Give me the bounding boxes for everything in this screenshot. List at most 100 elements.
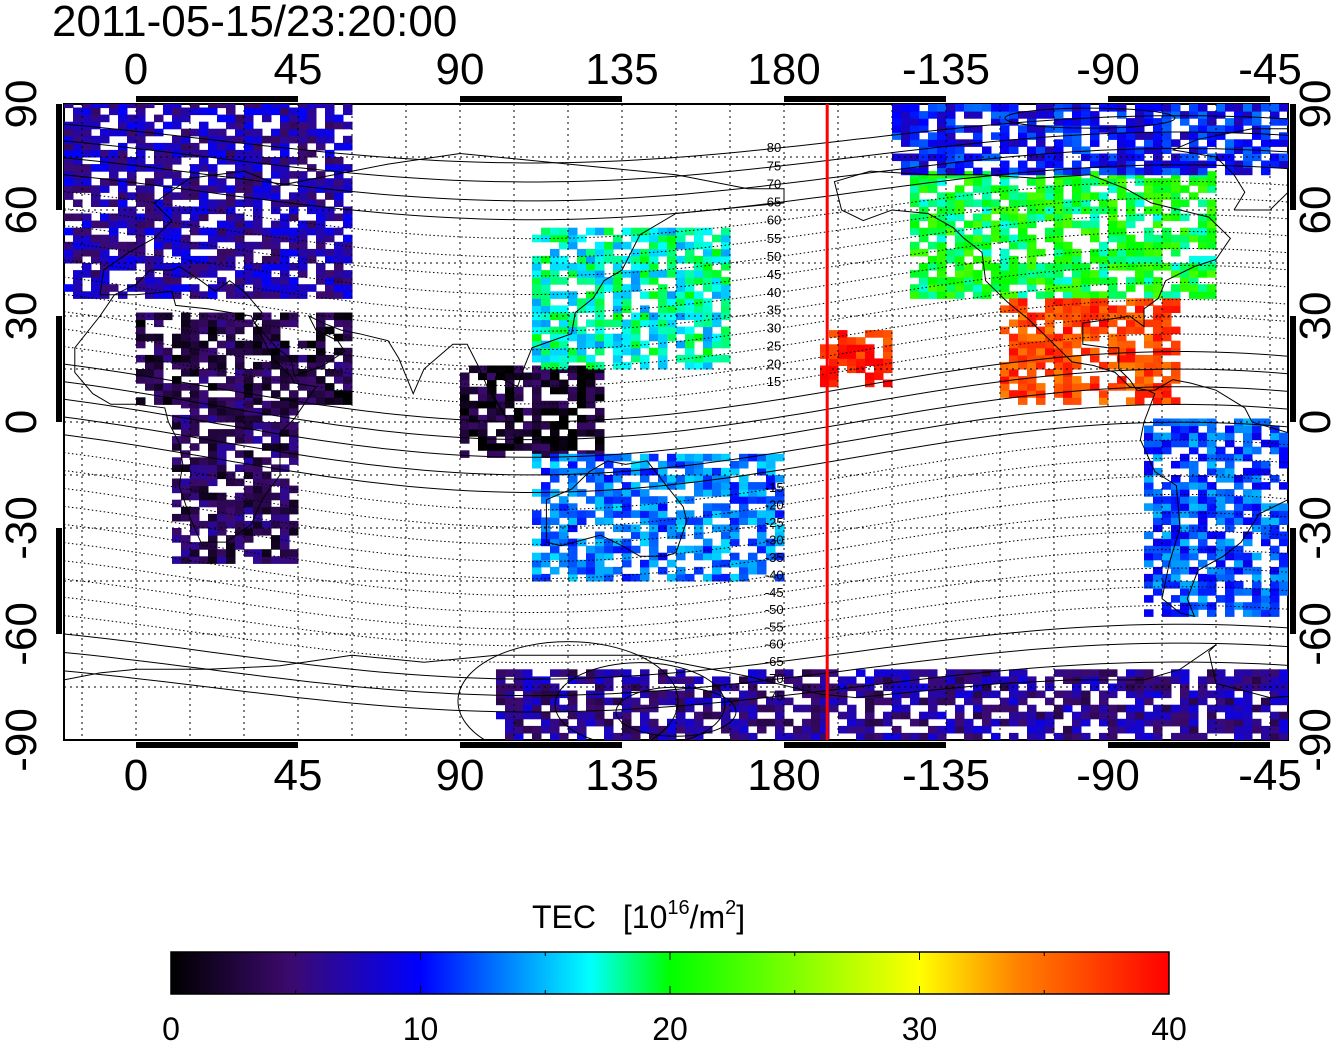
tec-cell	[1144, 559, 1154, 568]
tec-cell	[190, 485, 200, 494]
tec-cell	[109, 255, 119, 264]
tec-cell	[118, 104, 128, 109]
tec-cell	[244, 414, 254, 423]
tec-cell	[73, 199, 83, 207]
tec-cell	[280, 361, 290, 370]
tec-cell	[1270, 510, 1280, 518]
tec-cell	[1099, 397, 1109, 405]
tec-cell	[1180, 425, 1190, 434]
tec-cell	[739, 475, 749, 483]
tec-cell	[532, 517, 542, 525]
tec-cell	[154, 263, 164, 271]
tec-cell	[568, 234, 578, 243]
tec-cell	[541, 496, 551, 504]
tec-cell	[1252, 704, 1262, 713]
tec-cell	[667, 531, 677, 540]
tec-cell	[1072, 192, 1082, 200]
tec-cell	[244, 429, 254, 437]
tec-cell	[280, 149, 290, 158]
tec-cell	[1126, 160, 1136, 169]
tec-cell	[685, 305, 695, 313]
tec-cell	[685, 573, 695, 582]
tec-cell	[982, 185, 992, 193]
tec-cell	[685, 545, 695, 554]
tec-cell	[478, 393, 488, 402]
tec-cell	[1018, 199, 1028, 207]
tec-cell	[1189, 104, 1199, 112]
tec-cell	[82, 213, 92, 222]
tec-cell	[1171, 263, 1181, 271]
tec-cell	[1090, 139, 1100, 147]
tec-cell	[1090, 132, 1100, 140]
tec-cell	[1189, 146, 1199, 154]
tec-cell	[595, 277, 605, 285]
tec-cell	[604, 453, 614, 462]
tec-cell	[1099, 277, 1109, 285]
tec-cell	[1279, 588, 1288, 596]
tec-cell	[1009, 118, 1019, 126]
tec-cell	[1243, 566, 1253, 575]
tec-cell	[253, 149, 263, 158]
tec-cell	[973, 697, 983, 706]
tec-cell	[190, 192, 200, 200]
tec-cell	[217, 157, 227, 165]
tec-cell	[1027, 390, 1037, 398]
tec-cell	[883, 718, 893, 727]
tec-cell	[721, 573, 731, 582]
tec-cell	[550, 400, 560, 409]
tec-cell	[1135, 241, 1145, 250]
tec-cell	[1045, 291, 1055, 299]
tec-cell	[1063, 213, 1073, 222]
tec-cell	[1198, 524, 1208, 533]
tec-cell	[1234, 503, 1244, 511]
tec-cell	[280, 107, 290, 116]
tec-cell	[937, 111, 947, 119]
tec-cell	[307, 354, 317, 363]
tec-cell	[523, 690, 533, 699]
tec-cell	[1117, 326, 1127, 335]
tec-cell	[82, 234, 92, 243]
tec-cell	[946, 255, 956, 264]
tec-cell	[532, 559, 542, 568]
tec-cell	[910, 125, 920, 133]
tec-cell	[613, 234, 623, 243]
colorbar-tick-label: 20	[652, 1011, 688, 1042]
tec-cell	[73, 185, 83, 193]
tec-cell	[604, 683, 614, 692]
tec-cell	[1234, 167, 1244, 176]
tec-cell	[613, 503, 623, 511]
tec-cell	[253, 436, 263, 444]
tec-cell	[667, 241, 677, 250]
tec-cell	[685, 354, 695, 363]
tec-cell	[190, 549, 200, 557]
tec-cell	[262, 114, 272, 123]
tec-cell	[649, 690, 659, 699]
tec-cell	[208, 291, 218, 299]
tec-cell	[694, 467, 704, 476]
tec-cell	[1225, 697, 1235, 706]
tec-cell	[838, 683, 848, 692]
tec-cell	[1153, 167, 1163, 176]
tec-cell	[208, 333, 218, 342]
tec-cell	[1153, 676, 1163, 684]
tec-cell	[550, 305, 560, 313]
tec-cell	[631, 333, 641, 342]
tec-cell	[235, 241, 245, 250]
tec-cell	[1036, 192, 1046, 200]
tec-cell	[640, 361, 650, 370]
tec-cell	[577, 255, 587, 264]
tec-cell	[1180, 690, 1190, 699]
tec-cell	[307, 114, 317, 123]
contour-label: -25	[765, 515, 784, 530]
tec-cell	[1045, 340, 1055, 349]
tec-cell	[289, 407, 299, 416]
tec-cell	[181, 149, 191, 158]
tec-cell	[586, 255, 596, 264]
tec-cell	[919, 270, 929, 278]
tec-cell	[1108, 185, 1118, 193]
tec-cell	[622, 683, 632, 692]
tec-cell	[217, 464, 227, 472]
tec-cell	[208, 326, 218, 335]
tec-cell	[928, 697, 938, 706]
tec-cell	[172, 220, 182, 229]
